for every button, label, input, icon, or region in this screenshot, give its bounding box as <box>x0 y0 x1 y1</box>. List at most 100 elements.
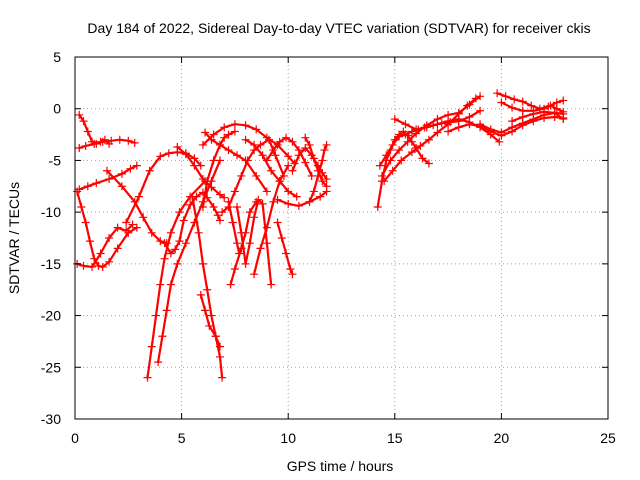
data-point <box>117 169 126 178</box>
data-point <box>147 342 156 351</box>
data-point <box>273 195 282 204</box>
data-point <box>237 171 246 180</box>
data-point <box>196 290 205 299</box>
axis-ticks: 0 5 10 15 20 25 -30 -25 -20 -15 -10 -5 0 5 <box>41 49 616 446</box>
data-point <box>77 202 86 211</box>
data-point <box>230 120 239 129</box>
series-track-28 <box>305 140 331 206</box>
data-point <box>388 140 397 149</box>
data-point <box>175 237 184 246</box>
data-point <box>79 261 88 270</box>
data-point <box>147 228 156 237</box>
data-point <box>164 149 173 158</box>
data-point <box>269 146 278 155</box>
data-point <box>510 95 519 104</box>
data-point <box>113 244 122 253</box>
data-point <box>198 140 207 149</box>
data-point <box>243 156 252 165</box>
data-point <box>318 177 327 186</box>
data-point <box>241 259 250 268</box>
data-point <box>397 156 406 165</box>
data-point <box>203 177 212 186</box>
data-point <box>444 117 453 126</box>
data-point <box>501 92 510 101</box>
data-point <box>134 192 143 201</box>
data-point <box>209 130 218 139</box>
data-point <box>373 202 382 211</box>
data-point <box>122 226 131 235</box>
series-track-23 <box>273 218 297 279</box>
data-point <box>412 125 421 134</box>
data-point <box>508 103 517 112</box>
series-line <box>276 190 328 207</box>
data-point <box>294 201 303 210</box>
data-point <box>275 137 284 146</box>
data-point <box>228 218 237 227</box>
data-point <box>173 142 182 151</box>
data-point <box>273 218 282 227</box>
y-tick-label: -20 <box>41 308 61 324</box>
data-point <box>518 112 527 121</box>
data-point <box>424 135 433 144</box>
data-point <box>171 245 180 254</box>
series-line <box>376 130 430 209</box>
series-line <box>221 138 285 214</box>
data-point <box>271 151 280 160</box>
data-point <box>224 130 233 139</box>
data-point <box>382 151 391 160</box>
data-point <box>215 216 224 225</box>
series-line <box>253 164 290 276</box>
data-point <box>209 202 218 211</box>
data-point <box>518 97 527 106</box>
data-point <box>476 120 485 129</box>
data-point <box>98 262 107 271</box>
data-point <box>407 127 416 136</box>
data-point <box>286 265 295 274</box>
data-point <box>305 140 314 149</box>
series-line <box>510 110 565 123</box>
data-point <box>471 94 480 103</box>
data-point <box>527 101 536 110</box>
data-point <box>124 136 133 145</box>
data-point <box>198 175 207 184</box>
series-track-27 <box>301 133 331 191</box>
series-track-24 <box>262 133 316 180</box>
data-point <box>284 187 293 196</box>
data-point <box>418 154 427 163</box>
data-point <box>380 177 389 186</box>
data-point <box>241 135 250 144</box>
data-point <box>143 373 152 382</box>
data-point <box>320 146 329 155</box>
data-point <box>267 166 276 175</box>
data-point <box>152 311 161 320</box>
data-point <box>262 187 271 196</box>
data-point <box>218 208 227 217</box>
data-point <box>288 166 297 175</box>
series-track-10 <box>154 156 224 367</box>
series-track-34 <box>444 112 568 140</box>
data-point <box>117 182 126 191</box>
data-point <box>105 175 114 184</box>
data-point <box>207 183 216 192</box>
data-point <box>220 193 229 202</box>
data-point <box>90 139 99 148</box>
data-point <box>309 154 318 163</box>
data-point <box>156 280 165 289</box>
data-point <box>160 254 169 263</box>
data-point <box>407 148 416 157</box>
data-point <box>207 135 216 144</box>
series-line <box>201 123 296 165</box>
series-line <box>146 180 207 379</box>
data-point <box>205 321 214 330</box>
series-track-29 <box>373 127 433 211</box>
data-point <box>102 166 111 175</box>
data-point <box>508 117 517 126</box>
data-point <box>495 137 504 146</box>
series-track-33 <box>390 115 504 146</box>
data-point <box>265 135 274 144</box>
data-point <box>179 216 188 225</box>
data-point <box>284 152 293 161</box>
data-point <box>559 115 568 124</box>
series-line <box>157 159 222 364</box>
data-point <box>132 223 141 232</box>
